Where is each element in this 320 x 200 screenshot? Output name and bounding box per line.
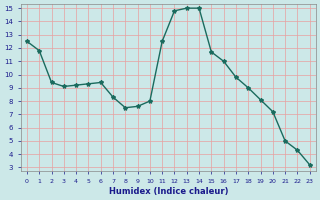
X-axis label: Humidex (Indice chaleur): Humidex (Indice chaleur) — [108, 187, 228, 196]
